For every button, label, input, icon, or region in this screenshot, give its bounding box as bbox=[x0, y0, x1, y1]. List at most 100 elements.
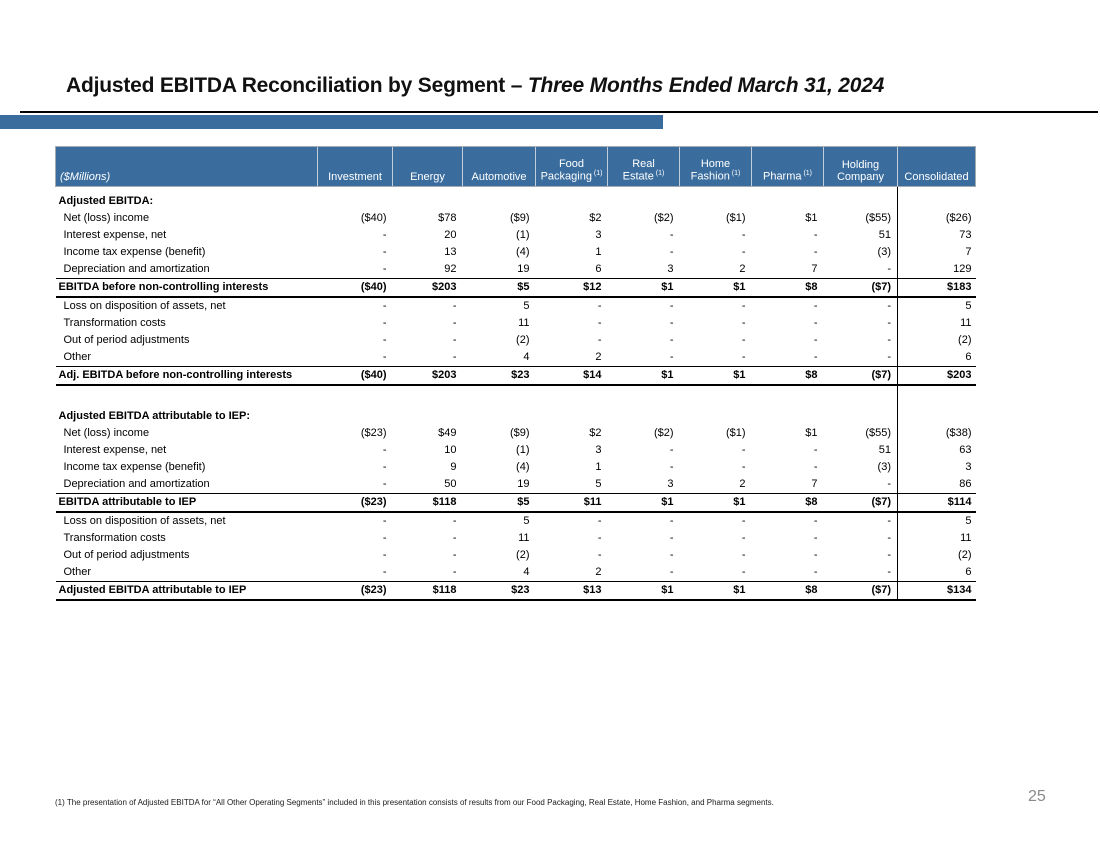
segment-value: - bbox=[382, 317, 387, 329]
consolidated-value bbox=[897, 385, 976, 402]
segment-value: 5 bbox=[523, 300, 530, 312]
segment-value: - bbox=[382, 461, 387, 473]
segment-value bbox=[680, 402, 752, 425]
segment-value: - bbox=[887, 351, 891, 363]
total-row: Adj. EBITDA before non-controlling inter… bbox=[55, 366, 976, 386]
segment-value: ($40) bbox=[360, 212, 387, 224]
row-label: Out of period adjustments bbox=[63, 334, 190, 346]
segment-value: - bbox=[741, 317, 746, 329]
segment-value: 19 bbox=[517, 263, 530, 275]
segment-value: - bbox=[741, 300, 746, 312]
segment-value: $23 bbox=[462, 366, 536, 386]
segment-value: - bbox=[452, 532, 457, 544]
segment-value: - bbox=[741, 334, 746, 346]
total-row: EBITDA attributable to IEP ($23) $118 $5 $11… bbox=[55, 493, 976, 513]
row-label: Adjusted EBITDA attributable to IEP bbox=[55, 581, 318, 601]
segment-value: - bbox=[669, 461, 674, 473]
data-row: Depreciation and amortization -50 19 5 3 2 7-8… bbox=[56, 476, 976, 494]
segment-value bbox=[463, 385, 536, 402]
row-label: EBITDA before non-controlling interests bbox=[55, 278, 318, 298]
segment-value: - bbox=[597, 317, 602, 329]
segment-value: - bbox=[887, 515, 891, 527]
segment-value: - bbox=[741, 566, 746, 578]
segment-value: $23 bbox=[462, 581, 536, 601]
segment-value: 2 bbox=[595, 566, 602, 578]
segment-value: $8 bbox=[751, 366, 824, 386]
segment-value: $1 bbox=[679, 493, 752, 513]
table-body: Adjusted EBITDA: Net (loss) income ($40) $7… bbox=[55, 186, 976, 601]
segment-value: ($7) bbox=[823, 581, 898, 601]
row-label bbox=[56, 385, 318, 402]
segment-value: - bbox=[813, 246, 818, 258]
consolidated-value: $183 bbox=[897, 278, 976, 298]
segment-value: (2) bbox=[516, 549, 530, 561]
segment-value: - bbox=[741, 461, 746, 473]
segment-value: 19 bbox=[517, 478, 530, 490]
segment-value: 7 bbox=[811, 478, 818, 490]
consolidated-value: ($26) bbox=[897, 210, 976, 227]
segment-value: - bbox=[887, 263, 891, 275]
segment-value: - bbox=[669, 532, 674, 544]
segment-value bbox=[824, 402, 898, 425]
consolidated-value: 86 bbox=[897, 476, 976, 494]
segment-value bbox=[824, 187, 898, 211]
segment-value: - bbox=[452, 300, 457, 312]
segment-value: (3) bbox=[877, 461, 891, 473]
ebitda-reconciliation-table: ($Millions) Investment Energy Automotive Fo… bbox=[55, 146, 976, 601]
row-label: Depreciation and amortization bbox=[63, 478, 210, 490]
consolidated-value: 5 bbox=[897, 297, 976, 315]
segment-value: - bbox=[741, 444, 746, 456]
segment-value: - bbox=[382, 532, 387, 544]
segment-value: $1 bbox=[679, 366, 752, 386]
consolidated-value bbox=[897, 402, 976, 425]
segment-value: - bbox=[452, 334, 457, 346]
segment-value: $14 bbox=[535, 366, 608, 386]
segment-value: 50 bbox=[444, 478, 457, 490]
segment-value: $1 bbox=[805, 212, 818, 224]
segment-value: - bbox=[382, 566, 387, 578]
segment-value: - bbox=[669, 351, 674, 363]
segment-value: $8 bbox=[751, 278, 824, 298]
segment-value bbox=[752, 187, 824, 211]
segment-value: - bbox=[382, 246, 387, 258]
segment-value: 51 bbox=[878, 444, 891, 456]
segment-value bbox=[318, 402, 393, 425]
segment-value: - bbox=[741, 351, 746, 363]
segment-value: ($55) bbox=[865, 212, 891, 224]
segment-value: - bbox=[813, 317, 818, 329]
segment-value bbox=[393, 402, 463, 425]
segment-value: ($7) bbox=[823, 493, 898, 513]
row-label: Out of period adjustments bbox=[63, 549, 190, 561]
row-label: Net (loss) income bbox=[63, 427, 150, 439]
segment-value: 20 bbox=[444, 229, 457, 241]
column-header: Home Fashion (1) bbox=[679, 146, 752, 187]
section-header-row: Adjusted EBITDA attributable to IEP: bbox=[56, 402, 976, 425]
consolidated-value: 73 bbox=[897, 227, 976, 244]
data-row: Other - -4 2- - - -6 bbox=[56, 564, 976, 582]
segment-value: - bbox=[669, 515, 674, 527]
page-number: 25 bbox=[1028, 788, 1046, 805]
segment-value: - bbox=[382, 515, 387, 527]
column-header: Consolidated bbox=[897, 146, 976, 187]
segment-value: (4) bbox=[516, 246, 530, 258]
segment-value: 3 bbox=[595, 229, 602, 241]
footnote-ref: (1) bbox=[591, 170, 603, 178]
segment-value: (4) bbox=[516, 461, 530, 473]
segment-value: - bbox=[813, 444, 818, 456]
segment-value: - bbox=[669, 444, 674, 456]
segment-value bbox=[393, 385, 463, 402]
unit-label: ($Millions) bbox=[60, 171, 111, 183]
segment-value: 6 bbox=[595, 263, 602, 275]
segment-value: - bbox=[813, 532, 818, 544]
segment-value: $12 bbox=[535, 278, 608, 298]
consolidated-value: 11 bbox=[897, 530, 976, 547]
segment-value: 4 bbox=[523, 566, 530, 578]
segment-value: ($23) bbox=[317, 493, 393, 513]
consolidated-value: 5 bbox=[897, 512, 976, 530]
segment-value: $5 bbox=[462, 493, 536, 513]
segment-value bbox=[536, 385, 608, 402]
section-header-row: Adjusted EBITDA: bbox=[56, 186, 976, 211]
segment-value: 1 bbox=[595, 246, 602, 258]
column-header: Investment bbox=[317, 146, 393, 187]
segment-value: 51 bbox=[878, 229, 891, 241]
